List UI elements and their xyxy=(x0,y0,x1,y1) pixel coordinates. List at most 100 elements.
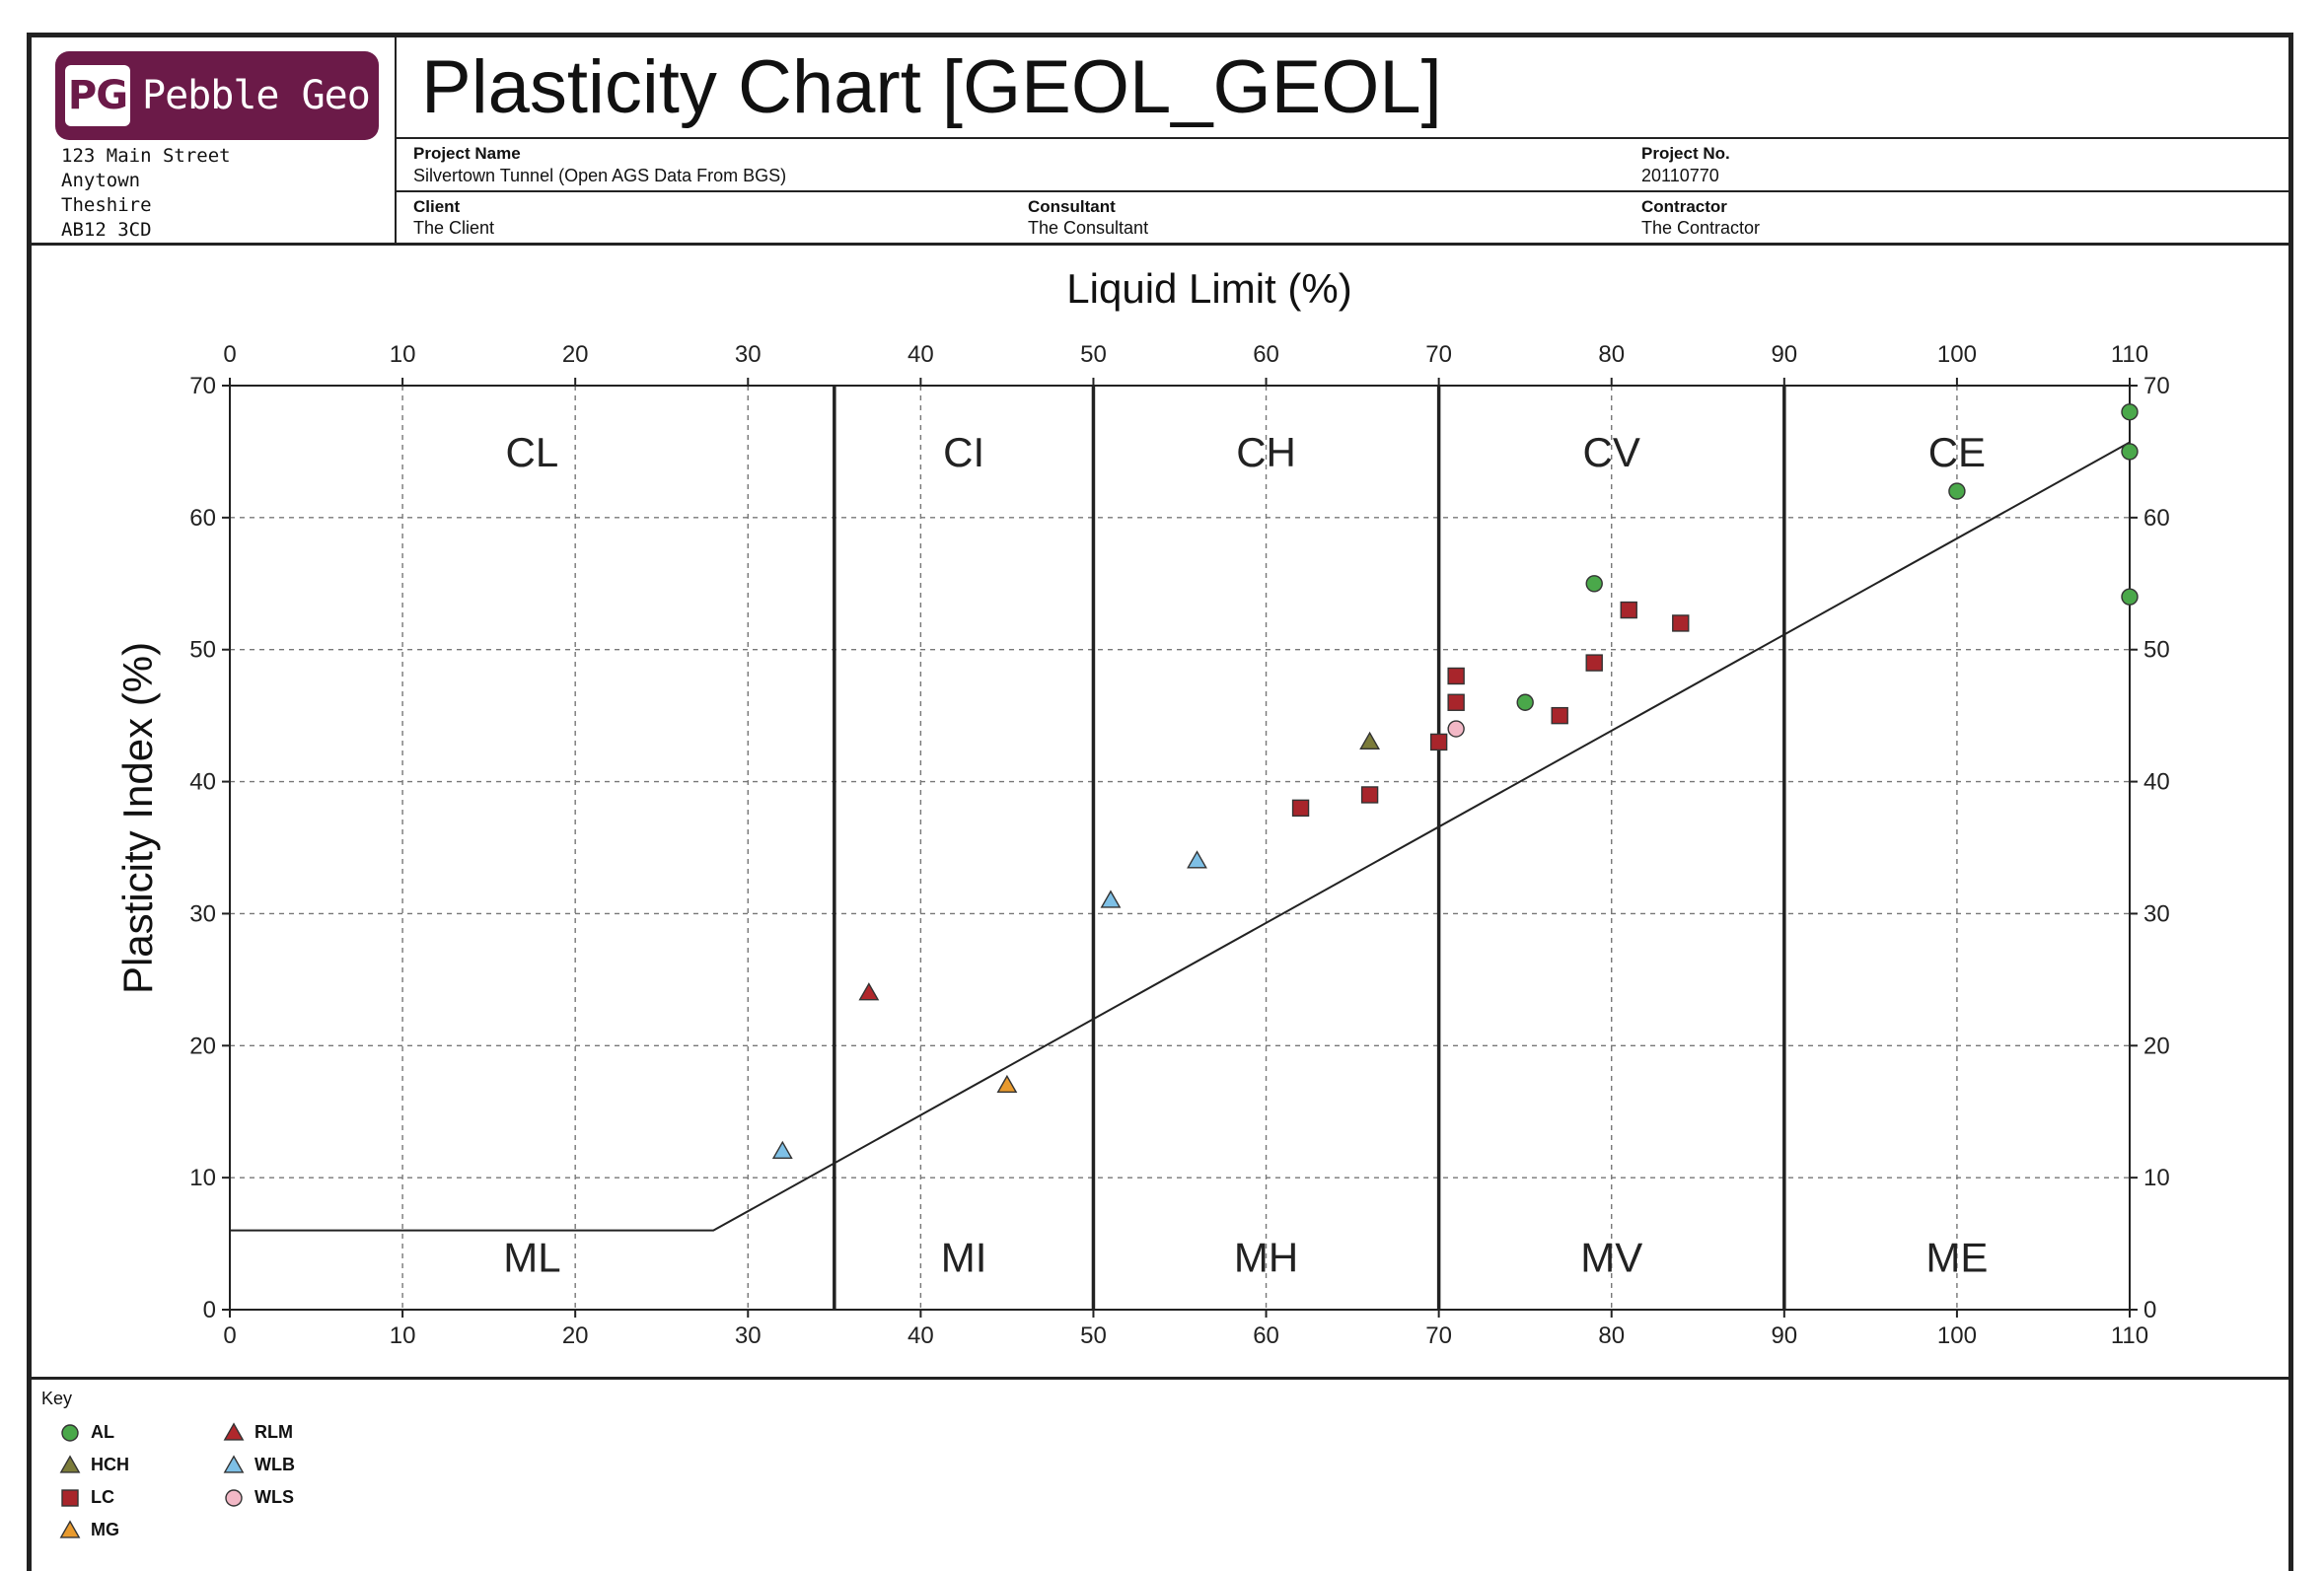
y-tick-label-left: 60 xyxy=(189,505,216,532)
x-tick-label-top: 30 xyxy=(735,341,762,368)
legend-marker-rlm xyxy=(223,1422,245,1441)
data-point-al xyxy=(2121,403,2139,421)
x-tick-label-bottom: 40 xyxy=(908,1322,934,1349)
data-point-wlb xyxy=(1100,890,1122,908)
data-point-rlm xyxy=(858,982,880,1001)
legend-label: MG xyxy=(91,1520,119,1539)
data-point-al xyxy=(1516,693,1534,711)
legend-symbol xyxy=(223,1455,245,1473)
y-tick-label-left: 0 xyxy=(203,1297,216,1323)
client-label: Client xyxy=(413,197,461,216)
legend-symbol xyxy=(61,1424,79,1442)
data-point-al xyxy=(1948,482,1966,500)
legend-marker-lc xyxy=(61,1489,79,1507)
data-point-al xyxy=(1585,575,1603,593)
legend-label: WLB xyxy=(254,1455,295,1474)
legend-symbol xyxy=(223,1422,245,1441)
address-line: Anytown xyxy=(61,170,141,191)
data-point-lc xyxy=(1585,654,1603,672)
zone-label-upper: CL xyxy=(506,429,559,475)
company-address: 123 Main Street Anytown Theshire AB12 3C… xyxy=(61,144,231,243)
data-point-wls xyxy=(1447,720,1465,738)
data-point-lc xyxy=(1447,693,1465,711)
data-point-lc xyxy=(1447,667,1465,685)
legend-symbol xyxy=(61,1489,79,1507)
zone-label-lower: MI xyxy=(941,1234,987,1280)
data-point-lc xyxy=(1620,601,1637,619)
x-tick-label-bottom: 110 xyxy=(2111,1322,2148,1349)
divider xyxy=(27,243,2293,246)
legend-marker-wls xyxy=(225,1489,243,1507)
x-tick-label-bottom: 80 xyxy=(1598,1322,1625,1349)
x-tick-label-bottom: 0 xyxy=(223,1322,236,1349)
zone-label-lower: MH xyxy=(1234,1234,1298,1280)
y-tick-label-right: 0 xyxy=(2143,1297,2156,1323)
y-tick-label-left: 20 xyxy=(189,1033,216,1059)
legend-label: HCH xyxy=(91,1455,129,1474)
x-tick-label-top: 40 xyxy=(908,341,934,368)
y-tick-label-left: 10 xyxy=(189,1165,216,1191)
x-axis-title: Liquid Limit (%) xyxy=(1066,265,1351,312)
data-point-al xyxy=(2121,588,2139,606)
x-tick-label-bottom: 20 xyxy=(562,1322,589,1349)
address-line: Theshire xyxy=(61,194,152,216)
consultant-label: Consultant xyxy=(1028,197,1116,216)
legend-symbol xyxy=(59,1520,81,1538)
address-line: AB12 3CD xyxy=(61,219,152,241)
x-tick-label-top: 90 xyxy=(1771,341,1797,368)
key-divider xyxy=(27,1377,2293,1380)
x-tick-label-top: 80 xyxy=(1598,341,1625,368)
plot-frame xyxy=(229,385,2131,1311)
zone-label-lower: ME xyxy=(1925,1234,1988,1280)
x-tick-label-bottom: 70 xyxy=(1425,1322,1452,1349)
consultant-value: The Consultant xyxy=(1028,218,1149,238)
data-point-wlb xyxy=(771,1140,793,1159)
legend-marker-hch xyxy=(59,1455,81,1473)
x-tick-label-top: 70 xyxy=(1425,341,1452,368)
key-title: Key xyxy=(41,1389,73,1408)
divider xyxy=(395,190,2293,192)
legend-label: WLS xyxy=(254,1487,294,1507)
data-point-lc xyxy=(1429,733,1448,751)
legend-symbol xyxy=(59,1455,81,1473)
legend-symbol xyxy=(225,1489,243,1507)
y-tick-label-left: 40 xyxy=(189,769,216,796)
data-point-wlb xyxy=(1187,850,1207,869)
logo-mark: PG xyxy=(65,65,130,126)
x-tick-label-bottom: 100 xyxy=(1937,1322,1977,1349)
x-tick-label-bottom: 90 xyxy=(1771,1322,1797,1349)
project-no-value: 20110770 xyxy=(1641,166,1719,185)
x-tick-label-top: 0 xyxy=(223,341,236,368)
data-point-lc xyxy=(1291,799,1310,818)
y-tick-label-left: 50 xyxy=(189,637,216,664)
x-tick-label-top: 10 xyxy=(390,341,416,368)
x-tick-label-bottom: 10 xyxy=(390,1322,416,1349)
x-tick-label-top: 110 xyxy=(2111,341,2148,368)
data-point-lc xyxy=(1672,614,1690,632)
zone-label-upper: CV xyxy=(1583,429,1640,475)
logo-cell: PG Pebble Geo 123 Main Street Anytown Th… xyxy=(32,37,397,246)
divider xyxy=(395,137,2293,139)
legend-marker-al xyxy=(61,1424,79,1442)
legend-label: RLM xyxy=(254,1422,293,1442)
x-tick-label-top: 20 xyxy=(562,341,589,368)
data-point-al xyxy=(2121,443,2139,461)
y-tick-label-right: 40 xyxy=(2143,769,2170,796)
zone-label-upper: CE xyxy=(1928,429,1986,475)
data-point-hch xyxy=(1359,731,1381,750)
client-value: The Client xyxy=(413,218,495,238)
y-tick-label-right: 50 xyxy=(2143,637,2170,664)
x-tick-label-bottom: 50 xyxy=(1080,1322,1107,1349)
x-tick-label-top: 100 xyxy=(1937,341,1977,368)
project-no-label: Project No. xyxy=(1641,144,1730,163)
data-point-lc xyxy=(1551,706,1568,725)
x-tick-label-bottom: 30 xyxy=(735,1322,762,1349)
contractor-value: The Contractor xyxy=(1641,218,1761,238)
y-tick-label-left: 70 xyxy=(189,373,216,399)
zone-label-lower: MV xyxy=(1580,1234,1642,1280)
legend-marker-mg xyxy=(59,1520,81,1538)
zone-label-upper: CI xyxy=(943,429,984,475)
x-tick-label-top: 60 xyxy=(1253,341,1279,368)
y-tick-label-right: 10 xyxy=(2143,1165,2170,1191)
